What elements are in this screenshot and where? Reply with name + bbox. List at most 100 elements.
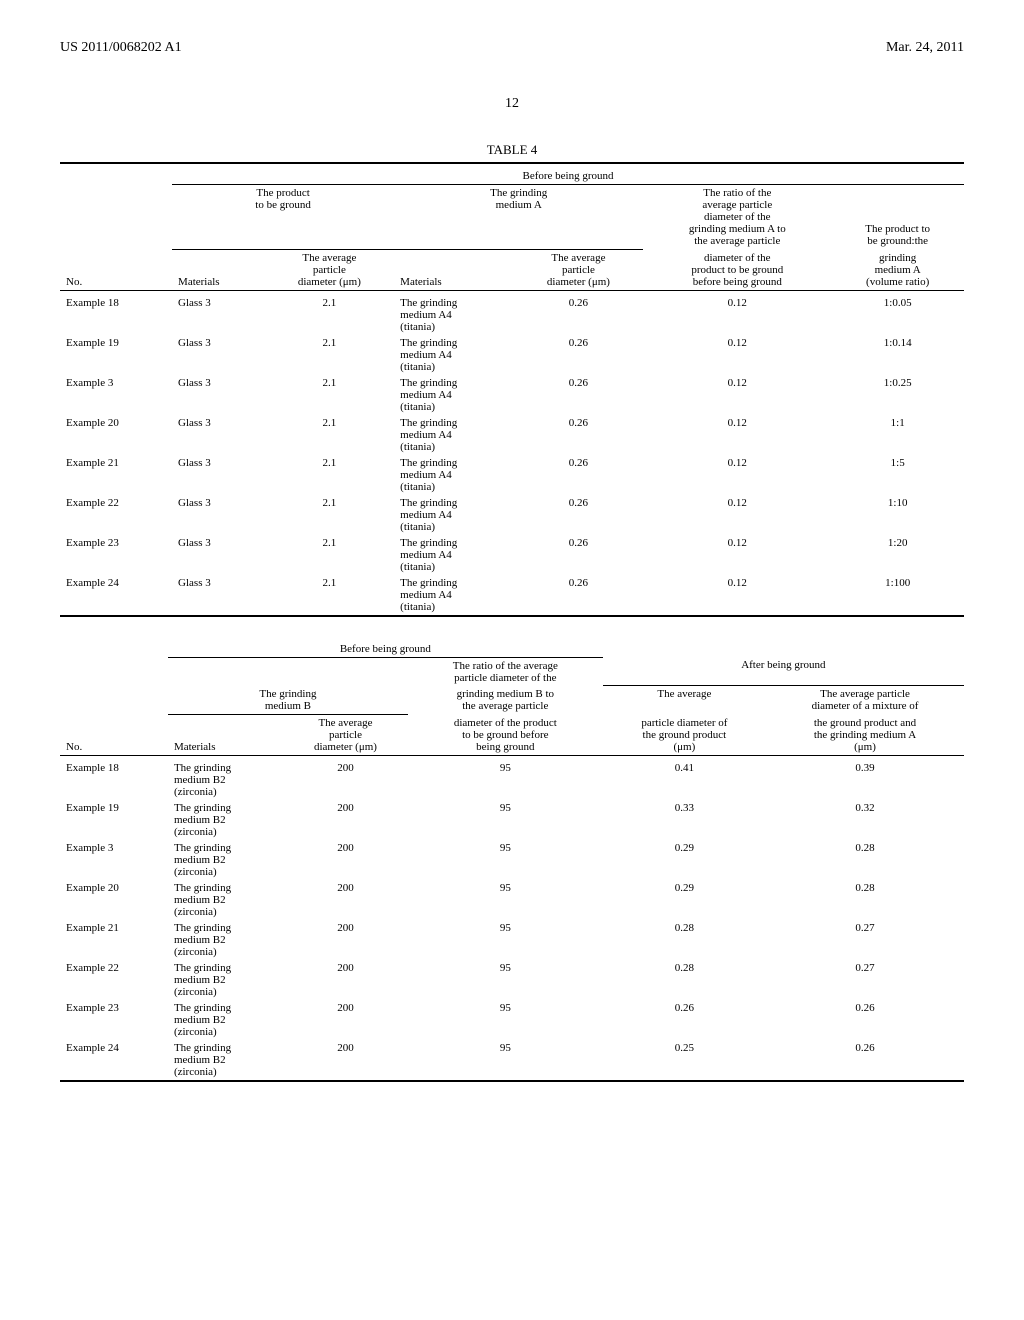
- cell-ratio: 0.12: [643, 335, 831, 375]
- section2-ratio-mid: grinding medium B to the average particl…: [408, 686, 603, 715]
- cell-mat: Glass 3: [172, 455, 265, 495]
- cell-mat: The grinding medium B2 (zirconia): [168, 920, 283, 960]
- cell-ratio: 0.12: [643, 375, 831, 415]
- col-ratio-top: The ratio of the average particle diamet…: [643, 185, 831, 250]
- cell-vol: 1:1: [831, 415, 964, 455]
- cell-vol: 1:0.05: [831, 295, 964, 335]
- col-materials-2: Materials: [168, 714, 283, 755]
- patent-date: Mar. 24, 2011: [886, 40, 964, 56]
- cell-no: Example 3: [60, 840, 168, 880]
- cell-mat: The grinding medium B2 (zirconia): [168, 1000, 283, 1040]
- cell-mat: The grinding medium B2 (zirconia): [168, 800, 283, 840]
- cell-ratio: 95: [408, 760, 603, 800]
- section2-after-avg: The average: [603, 686, 766, 715]
- col-materials-b: Materials: [394, 249, 513, 290]
- table-row: Example 24The grinding medium B2 (zircon…: [60, 1040, 964, 1081]
- cell-mat2: The grinding medium A4 (titania): [394, 575, 513, 616]
- cell-after2: 0.39: [766, 760, 964, 800]
- cell-mat: Glass 3: [172, 535, 265, 575]
- cell-diam-b: 0.26: [514, 495, 644, 535]
- cell-after2: 0.28: [766, 840, 964, 880]
- cell-no: Example 18: [60, 760, 168, 800]
- cell-diam-b: 0.26: [514, 415, 644, 455]
- cell-diam: 200: [283, 960, 408, 1000]
- cell-diam: 200: [283, 1040, 408, 1081]
- cell-after2: 0.27: [766, 920, 964, 960]
- table4-section2: Before being ground The ratio of the ave…: [60, 641, 964, 1086]
- cell-ratio: 0.12: [643, 295, 831, 335]
- col-no: No.: [60, 249, 172, 290]
- cell-mat: Glass 3: [172, 575, 265, 616]
- cell-mat2: The grinding medium A4 (titania): [394, 535, 513, 575]
- cell-after2: 0.27: [766, 960, 964, 1000]
- table-row: Example 21The grinding medium B2 (zircon…: [60, 920, 964, 960]
- cell-diam-b: 0.26: [514, 375, 644, 415]
- cell-diam: 200: [283, 760, 408, 800]
- cell-diam-a: 2.1: [265, 535, 395, 575]
- cell-no: Example 20: [60, 415, 172, 455]
- cell-mat: The grinding medium B2 (zirconia): [168, 880, 283, 920]
- cell-no: Example 19: [60, 800, 168, 840]
- cell-diam: 200: [283, 880, 408, 920]
- cell-no: Example 21: [60, 920, 168, 960]
- table-row: Example 24Glass 32.1The grinding medium …: [60, 575, 964, 616]
- table-title: TABLE 4: [60, 142, 964, 158]
- cell-no: Example 21: [60, 455, 172, 495]
- table-row: Example 19The grinding medium B2 (zircon…: [60, 800, 964, 840]
- cell-diam-b: 0.26: [514, 455, 644, 495]
- cell-mat2: The grinding medium A4 (titania): [394, 375, 513, 415]
- cell-vol: 1:10: [831, 495, 964, 535]
- col-diam-b: The average particle diameter (μm): [514, 249, 644, 290]
- cell-diam-a: 2.1: [265, 375, 395, 415]
- section2-ratio-top: The ratio of the average particle diamet…: [408, 657, 603, 686]
- cell-ratio: 95: [408, 920, 603, 960]
- cell-diam-b: 0.26: [514, 295, 644, 335]
- cell-mat: Glass 3: [172, 415, 265, 455]
- col-diam-2: The average particle diameter (μm): [283, 714, 408, 755]
- cell-ratio: 95: [408, 880, 603, 920]
- cell-after1: 0.26: [603, 1000, 766, 1040]
- cell-diam-a: 2.1: [265, 575, 395, 616]
- cell-diam-b: 0.26: [514, 535, 644, 575]
- cell-diam-a: 2.1: [265, 335, 395, 375]
- table-row: Example 22Glass 32.1The grinding medium …: [60, 495, 964, 535]
- cell-after1: 0.28: [603, 960, 766, 1000]
- cell-diam-b: 0.26: [514, 335, 644, 375]
- cell-no: Example 24: [60, 1040, 168, 1081]
- section2-after-mix: The average particle diameter of a mixtu…: [766, 686, 964, 715]
- table-row: Example 3Glass 32.1The grinding medium A…: [60, 375, 964, 415]
- cell-mat2: The grinding medium A4 (titania): [394, 415, 513, 455]
- cell-mat: Glass 3: [172, 335, 265, 375]
- col-group-medium-b: The grinding medium B: [168, 686, 408, 715]
- col-after1: particle diameter of the ground product …: [603, 714, 766, 755]
- cell-no: Example 22: [60, 960, 168, 1000]
- col-no-2: No.: [60, 714, 168, 755]
- cell-ratio: 0.12: [643, 535, 831, 575]
- cell-diam: 200: [283, 920, 408, 960]
- cell-no: Example 3: [60, 375, 172, 415]
- col-materials-a: Materials: [172, 249, 265, 290]
- cell-no: Example 18: [60, 295, 172, 335]
- table-row: Example 19Glass 32.1The grinding medium …: [60, 335, 964, 375]
- cell-mat: The grinding medium B2 (zirconia): [168, 960, 283, 1000]
- cell-no: Example 23: [60, 535, 172, 575]
- cell-vol: 1:0.25: [831, 375, 964, 415]
- cell-after1: 0.41: [603, 760, 766, 800]
- cell-after2: 0.26: [766, 1000, 964, 1040]
- col-group-product: The product to be ground: [172, 185, 394, 250]
- table-row: Example 23Glass 32.1The grinding medium …: [60, 535, 964, 575]
- cell-ratio: 95: [408, 1000, 603, 1040]
- col-ratio: diameter of the product to be ground bef…: [643, 249, 831, 290]
- cell-mat: The grinding medium B2 (zirconia): [168, 840, 283, 880]
- page-number: 12: [60, 96, 964, 112]
- cell-ratio: 0.12: [643, 455, 831, 495]
- cell-no: Example 20: [60, 880, 168, 920]
- table-row: Example 20The grinding medium B2 (zircon…: [60, 880, 964, 920]
- cell-no: Example 19: [60, 335, 172, 375]
- cell-after1: 0.28: [603, 920, 766, 960]
- section1-super-header: Before being ground: [172, 168, 964, 185]
- cell-ratio: 95: [408, 800, 603, 840]
- cell-diam: 200: [283, 840, 408, 880]
- table-row: Example 20Glass 32.1The grinding medium …: [60, 415, 964, 455]
- cell-mat: The grinding medium B2 (zirconia): [168, 1040, 283, 1081]
